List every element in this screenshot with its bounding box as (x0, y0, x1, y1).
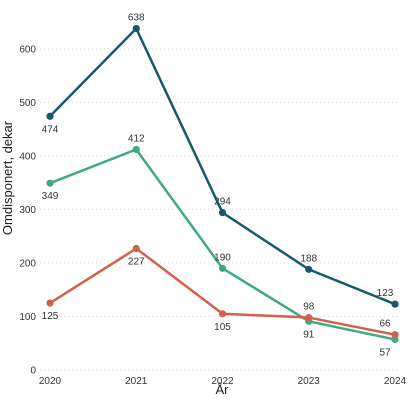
data-point (391, 331, 399, 339)
y-tick-label: 500 (19, 98, 36, 109)
data-point (46, 179, 54, 187)
data-point (218, 209, 227, 217)
data-point (46, 112, 54, 120)
data-point (218, 264, 227, 272)
data-label: 294 (214, 197, 231, 208)
y-tick-label: 0 (30, 366, 36, 377)
data-label: 105 (214, 322, 231, 333)
data-label: 123 (377, 288, 394, 299)
series-points (46, 24, 399, 344)
data-label: 227 (128, 256, 145, 267)
x-tick-label: 2020 (39, 376, 62, 387)
data-label: 474 (42, 124, 59, 135)
y-tick-labels: 0 100 200 300 400 500 600 (19, 44, 36, 376)
x-tick-label: 2021 (125, 376, 148, 387)
data-label: 412 (128, 133, 145, 144)
x-tick-label: 2023 (298, 376, 321, 387)
data-label: 125 (42, 311, 59, 322)
data-labels: 474 638 294 188 123 349 412 190 91 57 125 227 105 98 6… (42, 12, 394, 358)
y-tick-label: 300 (19, 205, 36, 216)
x-axis-title: År (216, 382, 230, 397)
data-label: 349 (42, 191, 59, 202)
data-point (305, 265, 313, 273)
y-tick-label: 600 (19, 44, 36, 55)
y-tick-label: 400 (19, 151, 36, 162)
data-point (391, 300, 399, 308)
y-tick-label: 200 (19, 258, 36, 269)
data-point (305, 313, 313, 322)
data-label: 188 (300, 253, 317, 264)
x-tick-label: 2024 (384, 376, 407, 387)
series-lines (48, 27, 397, 341)
x-tick-labels: 2020 2021 2022 2023 2024 (39, 376, 407, 387)
data-label: 91 (303, 329, 315, 340)
data-label: 98 (303, 302, 315, 313)
x-tick-label: 2022 (211, 376, 234, 387)
data-label: 57 (379, 347, 391, 358)
data-label: 190 (214, 252, 231, 263)
data-point (46, 299, 54, 307)
y-tick-label: 100 (19, 312, 36, 323)
data-label: 638 (128, 12, 145, 23)
y-axis-title: Omdisponert, dekar (0, 120, 15, 235)
data-point (218, 310, 227, 318)
data-label: 66 (379, 319, 391, 330)
data-point (132, 244, 140, 253)
data-point (132, 24, 140, 33)
data-point (132, 145, 140, 154)
